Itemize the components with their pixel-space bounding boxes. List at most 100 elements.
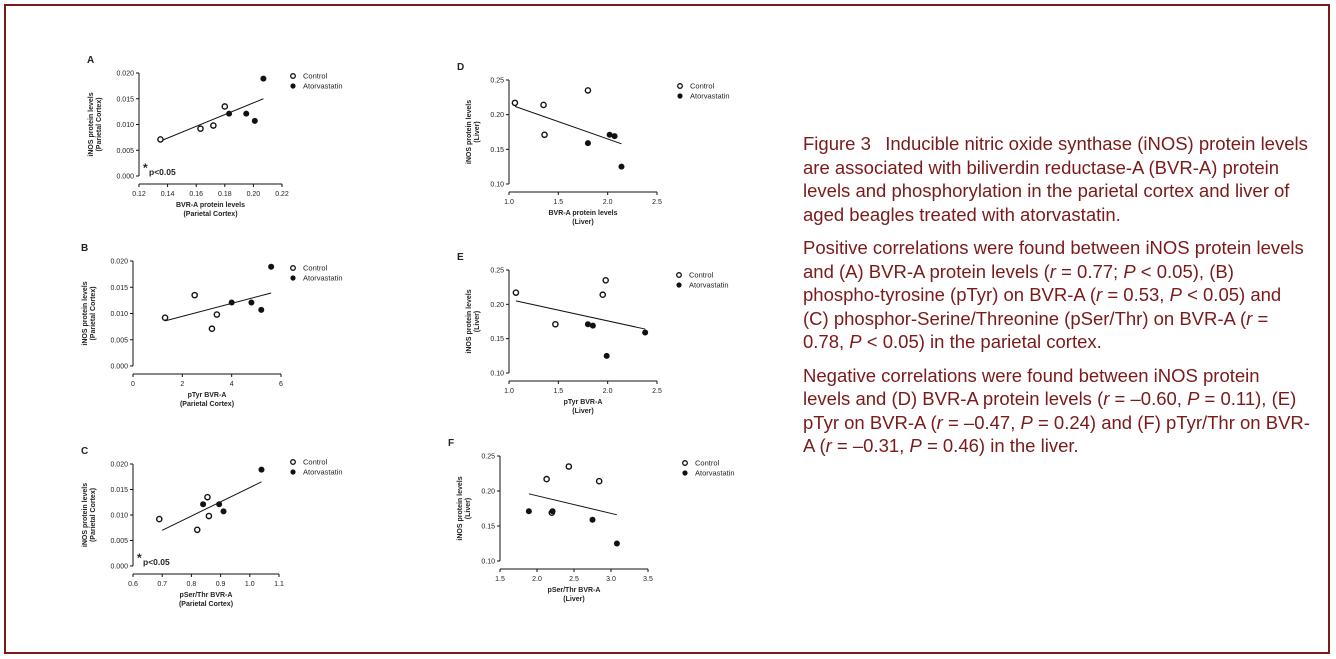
regression-line — [528, 493, 618, 516]
significance-annotation: p<0.05 — [143, 557, 170, 567]
legend-atorvastatin-label: Atorvastatin — [303, 468, 343, 477]
y-axis-sublabel: (Parietal Cortex) — [96, 97, 103, 151]
x-axis-sublabel: (Parietal Cortex) — [183, 211, 237, 218]
legend-control-label: Control — [303, 458, 328, 467]
caption-run: r — [825, 435, 832, 456]
atorvastatin-point — [243, 110, 250, 117]
x-axis-label: pSer/Thr BVR-A — [180, 592, 233, 599]
caption-run: Positive correlations were found between… — [803, 237, 1304, 282]
x-tick-label: 1.0 — [504, 388, 514, 395]
atorvastatin-point — [525, 508, 532, 515]
y-tick-label: 0.010 — [110, 311, 128, 318]
control-point — [540, 101, 547, 109]
panel-letter: A — [87, 55, 94, 66]
y-axis-label: iNOS protein levels — [466, 100, 473, 164]
x-tick-label: 2.0 — [603, 199, 613, 206]
atorvastatin-point — [216, 501, 223, 508]
control-point — [595, 477, 603, 485]
control-point — [584, 87, 592, 94]
x-tick-label: 0.16 — [189, 191, 203, 198]
x-tick-label: 1.1 — [274, 581, 284, 588]
regression-line — [160, 98, 264, 142]
y-tick-label: 0.005 — [110, 337, 128, 344]
x-axis-sublabel: (Liver) — [572, 408, 593, 415]
y-axis-label: iNOS protein levels — [82, 281, 89, 345]
atorvastatin-point — [584, 321, 591, 328]
x-tick-label: 2 — [180, 381, 184, 388]
legend-control-label: Control — [695, 459, 720, 468]
y-tick-label: 0.20 — [490, 112, 504, 119]
atorvastatin-point — [584, 140, 591, 147]
control-point — [191, 291, 198, 299]
y-tick-label: 0.020 — [110, 462, 128, 469]
caption-run: < 0.05), (B) phospho-tyrosine (pTyr) on … — [803, 260, 1234, 306]
atorvastatin-point — [258, 306, 265, 313]
caption-run: = 0.11), (E) pTyr on BVR-A ( — [803, 388, 1297, 433]
x-tick-label: 0.12 — [132, 191, 146, 198]
figure-frame — [4, 4, 1330, 654]
y-tick-label: 0.000 — [116, 174, 134, 181]
plot-area: F 0.10 0.15 0.20 0.25 1.5 2.0 2.5 3.0 3.5 pSer/Thr… — [448, 438, 735, 603]
legend-control-marker — [677, 83, 683, 89]
caption-run: = –0.31, — [831, 435, 910, 456]
x-tick-label: 2.0 — [603, 388, 613, 395]
atorvastatin-point — [258, 466, 265, 473]
legend-atorvastatin-label: Atorvastatin — [690, 92, 730, 101]
control-point — [602, 276, 609, 284]
legend-atorvastatin-marker — [290, 275, 296, 281]
x-tick-label: 0.20 — [247, 191, 261, 198]
y-tick-label: 0.25 — [490, 78, 504, 85]
plot-area: E 0.10 0.15 0.20 0.25 1.0 1.5 2.0 2.5 pTyr BVR-A (… — [457, 252, 729, 415]
panel-letter: C — [81, 446, 88, 457]
caption-run: = 0.53, — [1102, 284, 1170, 305]
plot-area: B 0.000 0.005 0.010 0.015 0.020 0 2 4 6 pTyr BVR-A… — [81, 243, 343, 408]
caption-run: P — [1187, 388, 1200, 409]
control-point — [197, 125, 204, 132]
y-tick-label: 0.10 — [490, 182, 504, 189]
y-tick-label: 0.015 — [116, 96, 134, 103]
significance-star: * — [143, 161, 148, 175]
control-point — [161, 314, 169, 321]
regression-line — [514, 105, 622, 145]
legend-control-label: Control — [690, 82, 715, 91]
atorvastatin-point — [611, 133, 618, 140]
caption-run: Negative correlations were found between… — [803, 364, 1260, 410]
control-point — [205, 512, 213, 520]
y-tick-label: 0.15 — [481, 524, 495, 531]
legend-control-marker — [290, 459, 296, 465]
atorvastatin-point — [228, 299, 235, 306]
panel-letter: F — [448, 438, 454, 449]
panel-e-chart: E 0.10 0.15 0.20 0.25 1.0 1.5 2.0 2.5 pTyr BVR-A (… — [457, 252, 729, 415]
y-tick-label: 0.015 — [110, 487, 128, 494]
x-tick-label: 6 — [279, 381, 283, 388]
caption-run: = 0.24) and (F) pTyr/Thr on BVR-A ( — [803, 411, 1310, 457]
x-tick-label: 1.5 — [553, 199, 563, 206]
x-tick-label: 0.22 — [275, 191, 289, 198]
caption-run: r — [1049, 260, 1056, 282]
y-tick-label: 0.005 — [116, 148, 134, 155]
significance-star: * — [137, 551, 142, 565]
caption-run: r — [1096, 284, 1103, 305]
control-point — [193, 526, 201, 534]
x-tick-label: 1.5 — [553, 388, 563, 395]
atorvastatin-point — [549, 508, 556, 515]
atorvastatin-point — [618, 163, 625, 170]
y-tick-label: 0.15 — [490, 336, 504, 343]
legend-control-label: Control — [303, 72, 328, 81]
y-tick-label: 0.010 — [110, 513, 128, 520]
caption-positive-correlations: Positive correlations were found between… — [803, 236, 1311, 354]
y-tick-label: 0.015 — [110, 285, 128, 292]
y-tick-label: 0.20 — [490, 302, 504, 309]
legend-control-label: Control — [689, 271, 714, 280]
y-tick-label: 0.010 — [116, 122, 134, 129]
plot-area: C 0.000 0.005 0.010 0.015 0.020 0.6 0.7 0.8 0.9 1.… — [81, 446, 343, 608]
x-tick-label: 0.7 — [157, 581, 167, 588]
panel-c-chart: C 0.000 0.005 0.010 0.015 0.020 0.6 0.7 0.8 0.9 1.… — [81, 446, 343, 608]
caption-run: < 0.05) and (C) phosphor-Serine/Threonin… — [803, 284, 1282, 329]
legend-atorvastatin-marker — [290, 83, 296, 89]
caption-run: P — [849, 331, 862, 352]
x-tick-label: 1.0 — [504, 199, 514, 206]
caption-run: P — [1020, 411, 1033, 433]
y-tick-label: 0.20 — [481, 489, 495, 496]
control-point — [541, 131, 548, 139]
